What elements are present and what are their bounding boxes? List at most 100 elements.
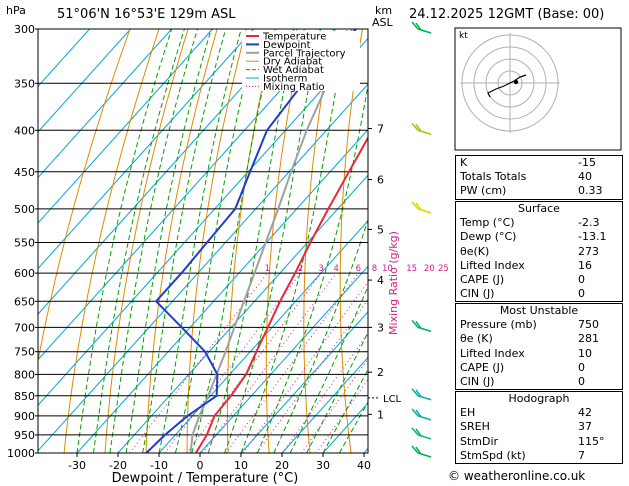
mixing-ratio-label: 10	[382, 264, 393, 274]
legend-label: Isotherm	[263, 74, 307, 85]
index-value: -13.1	[578, 230, 607, 244]
hodograph-trace	[509, 74, 527, 84]
index-label: Totals Totals	[460, 170, 527, 184]
wind-barb-feather	[411, 21, 419, 30]
index-label: StmSpd (kt)	[460, 448, 526, 462]
copyright-footer[interactable]: © weatheronline.co.uk	[448, 469, 586, 483]
index-row: PW (cm) 0.33	[456, 184, 622, 198]
wind-barb-feather	[411, 408, 419, 417]
dry-adiabat-line	[339, 29, 363, 453]
most-unstable-title: Most Unstable	[499, 304, 579, 317]
pressure-tick-label: 950	[14, 429, 35, 442]
temp-tick-label: 20	[275, 459, 289, 472]
index-label: θe(K)	[460, 244, 490, 258]
indices-panel-most-unstable: Most Unstable Pressure (mb) 750 θe (K) 281 L…	[455, 303, 623, 391]
index-row: CIN (J) 0	[456, 287, 622, 301]
temp-tick-label: 10	[234, 459, 248, 472]
temp-tick-label: 30	[316, 459, 330, 472]
index-value: 37	[578, 420, 592, 434]
index-value: 10	[578, 346, 592, 360]
pressure-tick-label: 1000	[7, 447, 35, 460]
index-row: CIN (J) 0	[456, 375, 622, 389]
temp-tick-label: -30	[68, 459, 86, 472]
indices-panel-general: K -15 Totals Totals 40 PW (cm) 0.33	[455, 155, 623, 200]
isotherm-line	[38, 29, 336, 361]
index-value: 7	[578, 448, 585, 462]
index-label: Dewp (°C)	[460, 230, 517, 244]
wet-adiabat-line	[289, 285, 368, 453]
pressure-tick-label: 700	[14, 321, 35, 334]
hodograph-unit-label: kt	[459, 31, 468, 41]
index-label: Lifted Index	[460, 258, 525, 272]
legend-label: Wet Adiabat	[263, 65, 324, 76]
index-value: -2.3	[578, 216, 600, 230]
isotherm-line	[38, 37, 368, 406]
index-label: EH	[460, 406, 476, 420]
index-row: CAPE (J) 0	[456, 273, 622, 287]
index-label: Lifted Index	[460, 346, 525, 360]
wind-barb-feather	[411, 388, 419, 397]
isotherm-line	[38, 29, 254, 270]
index-label: CAPE (J)	[460, 360, 505, 374]
indices-panel-surface: Surface Temp (°C) -2.3 Dewp (°C) -13.1 θe(K)…	[455, 201, 623, 303]
dry-adiabat-line	[145, 29, 218, 453]
index-value: 750	[578, 318, 599, 332]
wind-barb-feather	[415, 22, 422, 31]
temp-tick-label: -20	[109, 459, 127, 472]
index-label: K	[460, 156, 468, 169]
wind-barb-feather	[411, 319, 419, 328]
km-tick-label: 6	[377, 174, 384, 187]
pressure-tick-label: 400	[14, 124, 35, 137]
index-label: CIN (J)	[460, 375, 495, 389]
isotherm-line	[158, 220, 368, 453]
km-unit: km	[375, 4, 393, 17]
hpa-unit: hPa	[6, 4, 26, 17]
datetime-title: 24.12.2025 12GMT (Base: 00)	[409, 7, 605, 22]
mixing-ratio-label: 20	[424, 264, 435, 274]
isotherm-line	[117, 174, 368, 453]
index-value: -15	[578, 156, 596, 169]
index-value: 16	[578, 258, 592, 272]
pressure-tick-label: 850	[14, 390, 35, 403]
index-label: PW (cm)	[460, 184, 507, 198]
index-label: θe (K)	[460, 332, 493, 346]
index-row: Lifted Index 16	[456, 259, 622, 273]
mixing-ratio-line	[242, 281, 368, 453]
mixing-ratio-label: 3	[318, 264, 323, 274]
pressure-tick-label: 550	[14, 236, 35, 249]
isotherm-line	[38, 29, 131, 133]
temp-tick-label: -10	[150, 459, 168, 472]
pressure-tick-label: 600	[14, 267, 35, 280]
index-row: SREH 37	[456, 420, 622, 434]
index-value: 0	[578, 287, 585, 301]
km-tick-label: 7	[377, 123, 384, 136]
mixing-ratio-label: 1	[265, 264, 270, 274]
mixing-ratio-label: 4	[334, 264, 339, 274]
index-value: 40	[578, 170, 592, 184]
index-row: θe(K) 273	[456, 245, 622, 259]
wind-barb-feather	[411, 201, 419, 210]
wet-adiabat-line	[338, 401, 368, 453]
index-value: 42	[578, 406, 592, 420]
hodograph-trace	[487, 82, 511, 98]
wind-barb-feather	[411, 427, 419, 436]
asl-unit: ASL	[372, 16, 393, 29]
index-row: CAPE (J) 0	[456, 361, 622, 375]
isotherm-line	[281, 356, 368, 453]
legend-label: Temperature	[262, 32, 326, 43]
temp-tick-label: 0	[197, 459, 204, 472]
index-value: 0	[578, 273, 585, 287]
index-label: Temp (°C)	[460, 216, 515, 230]
hodograph-frame	[454, 27, 622, 151]
index-value: 273	[578, 244, 599, 258]
isotherm-line	[76, 128, 368, 453]
index-label: CAPE (J)	[460, 273, 505, 287]
storm-motion-marker	[513, 79, 519, 85]
index-row: EH 42	[456, 406, 622, 420]
index-value: 0.33	[578, 184, 603, 198]
index-row: θe (K) 281	[456, 332, 622, 346]
wind-barb-feather	[415, 320, 422, 329]
isotherm-line	[199, 265, 368, 453]
lcl-label: LCL	[383, 394, 402, 405]
legend-label: Dry Adiabat	[263, 57, 322, 68]
